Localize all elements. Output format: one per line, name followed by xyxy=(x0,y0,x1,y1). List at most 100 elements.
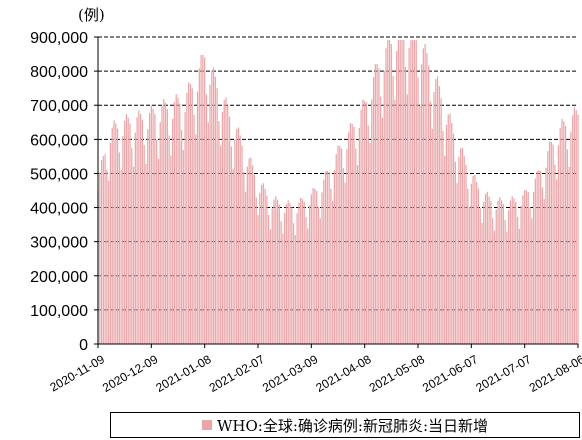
bar xyxy=(196,91,199,344)
bar xyxy=(260,184,263,344)
bar xyxy=(412,40,414,344)
bar xyxy=(109,142,112,344)
bar xyxy=(106,169,108,344)
bar xyxy=(513,198,515,344)
y-tick-label: 700,000 xyxy=(30,98,88,115)
bar xyxy=(474,175,476,344)
bar xyxy=(436,76,439,345)
bar xyxy=(456,183,458,344)
bar xyxy=(108,180,110,344)
bar xyxy=(460,148,462,344)
bar xyxy=(527,192,529,344)
bar xyxy=(140,114,142,344)
bar xyxy=(353,126,355,345)
bar xyxy=(500,200,503,344)
bar xyxy=(264,188,266,344)
bar xyxy=(100,160,103,344)
bar xyxy=(449,113,451,344)
bar xyxy=(182,149,184,344)
bar xyxy=(186,92,188,345)
bar xyxy=(385,48,387,345)
bar xyxy=(259,192,261,344)
bar xyxy=(356,165,359,344)
bar xyxy=(330,188,332,344)
bar xyxy=(333,170,336,344)
bar xyxy=(401,40,403,344)
bar xyxy=(214,76,216,345)
bar xyxy=(172,118,174,345)
bar xyxy=(147,129,149,344)
bar xyxy=(145,163,147,344)
bar xyxy=(351,123,353,344)
bar xyxy=(340,148,343,344)
bar xyxy=(122,135,124,344)
x-tick-label: 2020-12-09 xyxy=(100,352,160,395)
bar xyxy=(131,148,133,344)
bar xyxy=(124,120,126,344)
bar xyxy=(328,172,330,344)
bar xyxy=(397,40,400,344)
bar xyxy=(483,201,485,344)
bar xyxy=(118,152,120,344)
bar xyxy=(319,218,321,344)
bar xyxy=(332,200,334,344)
bar xyxy=(278,204,280,344)
bar xyxy=(570,131,572,344)
bar xyxy=(541,187,544,344)
bar xyxy=(296,213,298,344)
bar xyxy=(193,114,195,344)
bar xyxy=(234,139,236,344)
bar xyxy=(364,100,366,344)
bar xyxy=(252,165,254,344)
bar xyxy=(554,164,556,344)
bar xyxy=(515,201,517,344)
x-tick-label: 2021-07-07 xyxy=(473,352,533,395)
bar xyxy=(276,199,279,344)
bar xyxy=(342,168,344,344)
bar xyxy=(543,199,545,344)
bar xyxy=(191,88,193,344)
bar xyxy=(143,145,145,344)
bar xyxy=(390,44,392,344)
bar xyxy=(244,191,247,344)
bar xyxy=(154,114,156,344)
bar xyxy=(207,122,209,344)
legend: WHO:全球:确诊病例:新冠肺炎:当日新增 xyxy=(110,412,580,438)
bar xyxy=(380,96,382,344)
bar xyxy=(447,114,449,344)
bar xyxy=(268,214,270,344)
bar xyxy=(516,217,519,344)
bar xyxy=(269,229,272,344)
bar xyxy=(556,179,558,344)
x-tick-label: 2021-02-07 xyxy=(207,352,267,395)
bar xyxy=(204,57,206,344)
bar xyxy=(540,171,542,344)
bar xyxy=(493,230,496,344)
bar xyxy=(355,148,357,344)
bar xyxy=(220,145,222,344)
bar xyxy=(552,144,554,344)
bar xyxy=(189,84,192,344)
bar xyxy=(378,68,380,345)
bar xyxy=(417,77,419,345)
bar xyxy=(136,117,138,344)
bar xyxy=(255,197,257,344)
bar xyxy=(134,132,136,344)
x-tick-label: 2021-01-08 xyxy=(153,352,213,395)
bar xyxy=(239,135,241,344)
bar xyxy=(246,166,248,344)
bar xyxy=(159,122,161,344)
bar xyxy=(465,164,467,344)
bar xyxy=(413,40,416,344)
bar xyxy=(536,171,538,344)
bar xyxy=(396,51,398,344)
bar xyxy=(223,99,225,344)
bar xyxy=(129,123,131,344)
bar xyxy=(152,108,154,344)
bar xyxy=(573,107,576,344)
bar xyxy=(326,170,328,344)
x-tick-label: 2021-06-07 xyxy=(420,352,480,395)
bar xyxy=(392,76,394,344)
bar xyxy=(161,106,163,345)
